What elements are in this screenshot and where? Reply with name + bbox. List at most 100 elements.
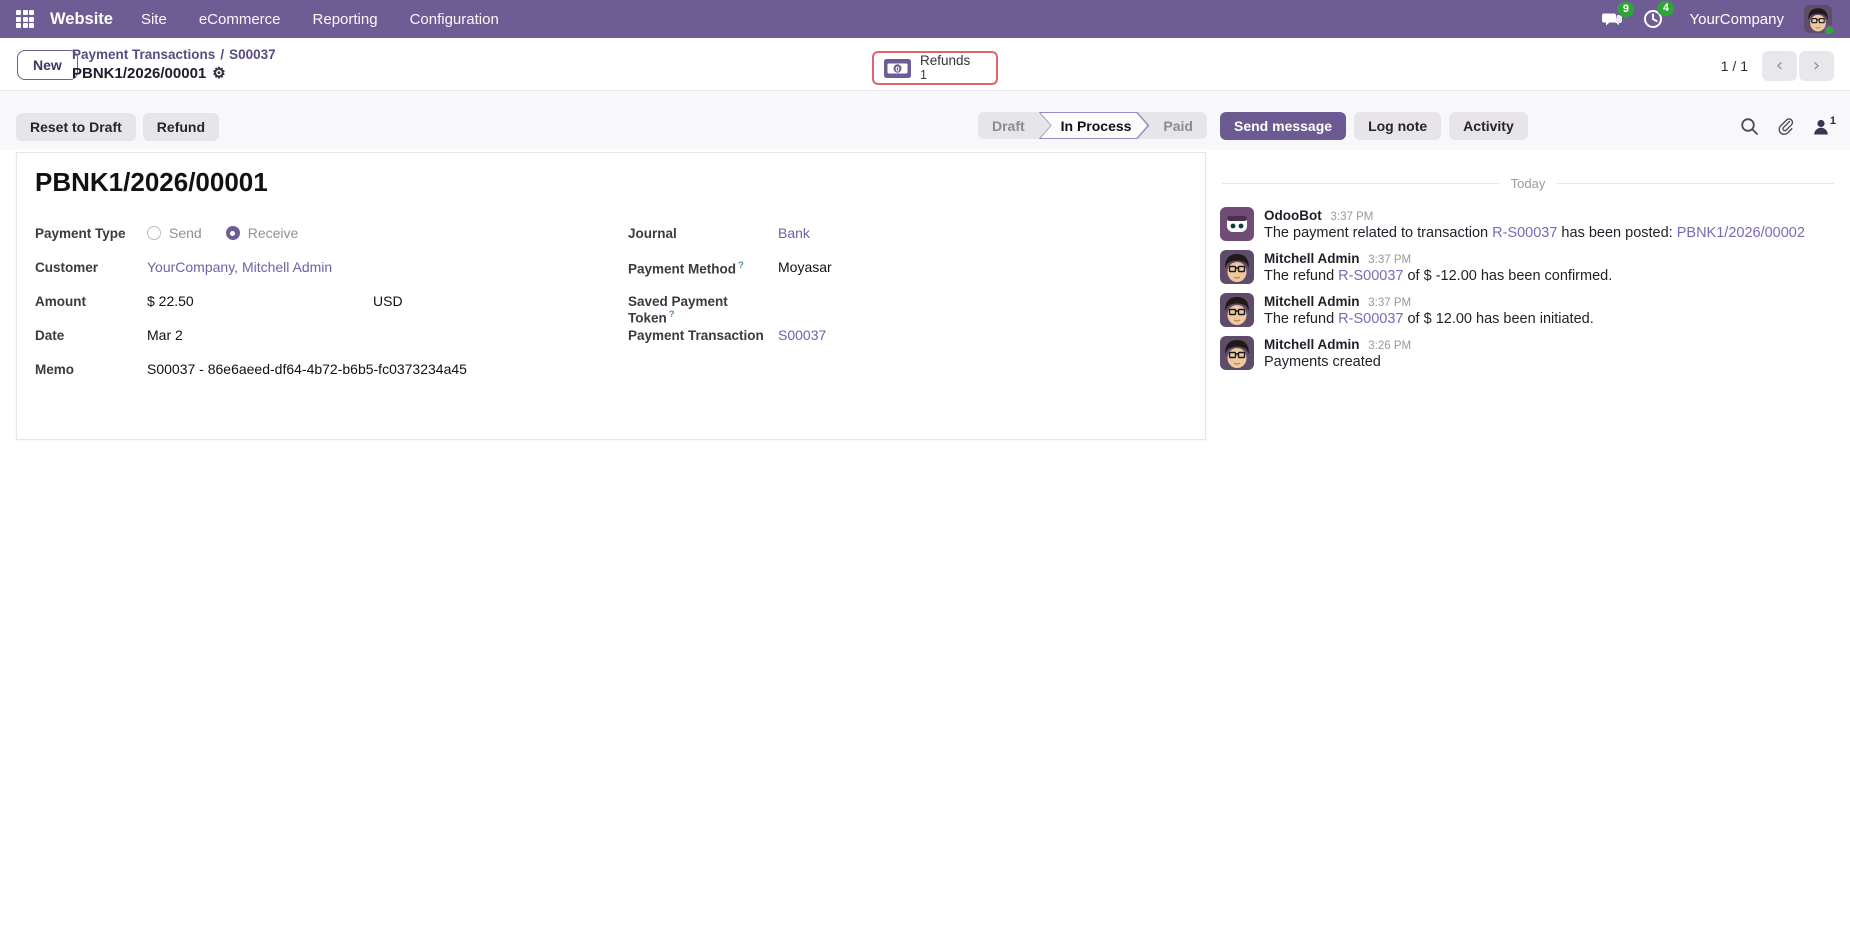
- message-author[interactable]: Mitchell Admin: [1264, 294, 1360, 309]
- transaction-link[interactable]: R-S00037: [1492, 225, 1558, 241]
- field-saved-payment-token: Saved Payment Token?: [628, 293, 1188, 327]
- field-payment-method: Payment Method? Moyasar: [628, 259, 1188, 293]
- journal-link[interactable]: Bank: [778, 225, 810, 241]
- chatter-controls: Send message Log note Activity 1: [1220, 112, 1836, 140]
- refunds-stat-button[interactable]: 0 Refunds 1: [872, 51, 998, 85]
- breadcrumb-parent[interactable]: Payment Transactions: [72, 47, 216, 62]
- chatter-message: Mitchell Admin 3:26 PM Payments created: [1220, 336, 1850, 370]
- menu-reporting[interactable]: Reporting: [312, 10, 378, 28]
- svg-text:0: 0: [895, 64, 899, 73]
- apps-grid-icon[interactable]: [16, 10, 34, 28]
- payment-link[interactable]: PBNK1/2026/00002: [1676, 225, 1805, 241]
- chatter: Today OdooBot 3:37 PM The: [1220, 150, 1850, 932]
- chatter-message: OdooBot 3:37 PM The payment related to t…: [1220, 207, 1850, 241]
- customer-link[interactable]: YourCompany, Mitchell Admin: [147, 259, 333, 275]
- statusbar-arrow-fill: [1041, 113, 1148, 138]
- followers-count: 1: [1829, 114, 1836, 127]
- form-sheet: PBNK1/2026/00001 Payment Type Send Recei…: [16, 152, 1206, 440]
- messages-icon[interactable]: 9: [1601, 1, 1635, 29]
- memo-value[interactable]: S00037 - 86e6aeed-df64-4b72-b6b5-fc03732…: [147, 361, 467, 377]
- currency-value: USD: [373, 293, 403, 309]
- statusbar-step-paid[interactable]: Paid: [1163, 117, 1193, 134]
- menu-ecommerce[interactable]: eCommerce: [198, 10, 281, 28]
- pager-value[interactable]: 1 / 1: [1720, 58, 1748, 74]
- date-divider: Today: [1222, 176, 1835, 191]
- statusbar-step-in-process[interactable]: In Process: [1039, 112, 1150, 139]
- date-divider-label: Today: [1510, 176, 1546, 191]
- app-name[interactable]: Website: [50, 9, 113, 28]
- reset-to-draft-button[interactable]: Reset to Draft: [16, 113, 136, 141]
- payment-method-value[interactable]: Moyasar: [778, 259, 832, 275]
- receive-radio[interactable]: [225, 226, 240, 240]
- refund-link[interactable]: R-S00037: [1338, 268, 1404, 284]
- form-right-column: Journal Bank Payment Method? Moyasar Sav…: [628, 225, 1188, 361]
- refund-button[interactable]: Refund: [142, 113, 220, 141]
- mitchell-avatar[interactable]: [1220, 336, 1254, 370]
- breadcrumb-bar: New Payment Transactions / S00037 PBNK1/20…: [0, 38, 1850, 91]
- statusbar: Draft In Process Paid: [978, 112, 1207, 139]
- payment-method-label: Payment Method?: [628, 260, 744, 277]
- message-time: 3:37 PM: [1368, 297, 1412, 309]
- new-button[interactable]: New: [17, 50, 78, 80]
- search-messages-icon[interactable]: [1740, 117, 1759, 136]
- message-body: The refund R-S00037 of $ 12.00 has been …: [1264, 311, 1594, 327]
- pager-previous-button[interactable]: ‹: [1762, 51, 1797, 81]
- gear-icon[interactable]: ⚙: [212, 65, 226, 82]
- message-author[interactable]: OdooBot: [1264, 208, 1322, 223]
- date-value[interactable]: Mar 2: [147, 327, 183, 343]
- date-label: Date: [35, 328, 65, 343]
- amount-value[interactable]: $ 22.50: [147, 293, 194, 309]
- message-time: 3:37 PM: [1330, 211, 1374, 223]
- user-avatar[interactable]: [1804, 5, 1835, 36]
- field-customer: Customer YourCompany, Mitchell Admin: [35, 259, 595, 293]
- statusbar-step-draft[interactable]: Draft: [992, 117, 1025, 134]
- activities-icon[interactable]: 4: [1643, 1, 1675, 29]
- activities-badge: 4: [1657, 1, 1675, 16]
- mitchell-avatar[interactable]: [1220, 293, 1254, 327]
- chatter-message: Mitchell Admin 3:37 PM The refund R-S000…: [1220, 250, 1850, 284]
- receive-radio-label: Receive: [247, 225, 299, 241]
- odoobot-avatar[interactable]: [1220, 207, 1254, 241]
- refund-link[interactable]: R-S00037: [1338, 311, 1404, 327]
- followers-icon[interactable]: 1: [1813, 114, 1836, 135]
- send-radio[interactable]: [147, 226, 161, 240]
- saved-token-help-icon[interactable]: ?: [668, 309, 675, 320]
- message-body: Payments created: [1264, 354, 1381, 370]
- menu-configuration[interactable]: Configuration: [409, 10, 499, 28]
- chevron-left-icon: ‹: [1775, 55, 1784, 76]
- breadcrumb-current: PBNK1/2026/00001: [72, 65, 207, 82]
- speech-bubbles-icon: [1602, 13, 1623, 25]
- payment-transaction-link[interactable]: S00037: [778, 327, 827, 343]
- message-body: The refund R-S00037 of $ -12.00 has been…: [1264, 268, 1613, 284]
- chatter-message: Mitchell Admin 3:37 PM The refund R-S000…: [1220, 293, 1850, 327]
- message-time: 3:26 PM: [1368, 340, 1412, 352]
- stat-button-label: Refunds: [920, 53, 971, 68]
- pager-next-button[interactable]: ›: [1799, 51, 1834, 81]
- navbar-right: 9 4 YourCompany: [1601, 1, 1838, 36]
- banknote-icon: 0: [884, 58, 911, 78]
- mitchell-avatar[interactable]: [1220, 250, 1254, 284]
- stat-button-count: 1: [920, 68, 927, 82]
- amount-label: Amount: [35, 294, 86, 309]
- payment-method-help-icon[interactable]: ?: [738, 260, 744, 271]
- field-payment-transaction: Payment Transaction S00037: [628, 327, 1188, 361]
- company-name[interactable]: YourCompany: [1689, 10, 1784, 28]
- breadcrumb-previous[interactable]: S00037: [229, 47, 276, 62]
- message-body: The payment related to transaction R-S00…: [1264, 225, 1805, 241]
- online-status-dot: [1824, 25, 1835, 36]
- message-author[interactable]: Mitchell Admin: [1264, 337, 1360, 352]
- activity-button[interactable]: Activity: [1449, 112, 1528, 140]
- send-radio-label: Send: [169, 225, 202, 241]
- field-payment-type: Payment Type Send Receive: [35, 225, 595, 259]
- send-message-button[interactable]: Send message: [1220, 112, 1347, 140]
- breadcrumb: Payment Transactions / S00037 PBNK1/2026/0…: [72, 45, 276, 83]
- field-memo: Memo S00037 - 86e6aeed-df64-4b72-b6b5-fc…: [35, 361, 595, 395]
- payment-transaction-label: Payment Transaction: [628, 328, 764, 343]
- chevron-right-icon: ›: [1812, 55, 1821, 76]
- menu-site[interactable]: Site: [140, 10, 167, 28]
- attachments-icon[interactable]: [1777, 117, 1795, 136]
- log-note-button[interactable]: Log note: [1354, 112, 1442, 140]
- message-author[interactable]: Mitchell Admin: [1264, 251, 1360, 266]
- message-time: 3:37 PM: [1368, 254, 1412, 266]
